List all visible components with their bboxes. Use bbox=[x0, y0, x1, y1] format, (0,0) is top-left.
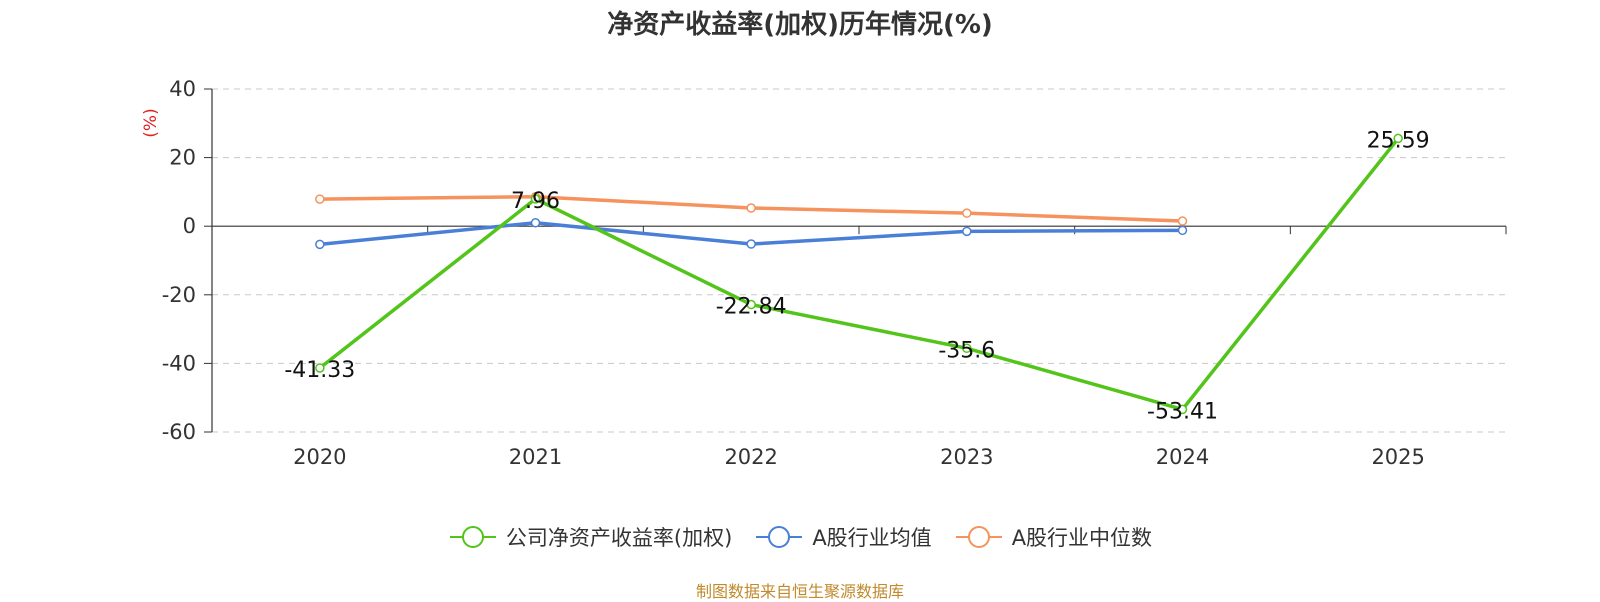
data-point bbox=[746, 203, 756, 213]
legend-swatch-icon bbox=[449, 526, 496, 548]
data-point bbox=[1177, 216, 1188, 226]
y-tick-label: 20 bbox=[169, 146, 196, 170]
legend-label: A股行业中位数 bbox=[1011, 526, 1153, 550]
data-point bbox=[1177, 225, 1188, 236]
data-label: 25.59 bbox=[1367, 128, 1430, 153]
y-tick-label: 40 bbox=[169, 77, 196, 101]
y-tick-label: -20 bbox=[162, 283, 196, 307]
legend-swatch-icon bbox=[955, 526, 1002, 548]
y-tick-label: 0 bbox=[183, 214, 196, 238]
legend-item[interactable]: 公司净资产收益率(加权) bbox=[448, 522, 732, 552]
x-tick-label: 2025 bbox=[1371, 445, 1424, 469]
y-tick-label: -40 bbox=[162, 351, 196, 375]
data-label: -22.84 bbox=[716, 295, 787, 320]
series-line bbox=[318, 137, 1400, 412]
legend-label: A股行业均值 bbox=[812, 526, 932, 550]
data-point bbox=[530, 218, 541, 228]
data-point bbox=[746, 299, 756, 310]
x-tick-label: 2020 bbox=[293, 445, 346, 469]
data-point bbox=[962, 343, 972, 354]
x-tick-label: 2023 bbox=[940, 445, 993, 469]
data-point bbox=[962, 226, 972, 237]
data-point bbox=[315, 239, 325, 250]
series-lines bbox=[315, 133, 1403, 415]
data-labels: -41.33 7.96 -22.84 -35.6 -53.41 25.59 bbox=[284, 128, 1429, 424]
y-axis-label: (%) bbox=[141, 108, 161, 137]
x-tick-label: 2021 bbox=[509, 445, 562, 469]
legend-swatch-icon bbox=[756, 526, 803, 548]
axes: 40 20 0 -20 -40 -60 2020 2021 2022 2023 2024 2025 bbox=[162, 77, 1507, 469]
data-label: -35.6 bbox=[938, 338, 995, 363]
legend-item[interactable]: A股行业均值 bbox=[754, 522, 932, 552]
data-point bbox=[1393, 133, 1403, 144]
chart-title: 净资产收益率(加权)历年情况(%) bbox=[607, 10, 993, 40]
data-label: -41.33 bbox=[284, 358, 355, 383]
data-point bbox=[315, 363, 325, 373]
grid-lines bbox=[212, 88, 1506, 433]
legend-item[interactable]: A股行业中位数 bbox=[954, 522, 1152, 552]
x-tick-label: 2022 bbox=[724, 445, 777, 469]
legend: 公司净资产收益率(加权) A股行业均值 A股行业中位数 bbox=[0, 522, 1600, 552]
data-point bbox=[746, 239, 756, 249]
y-tick-label: -60 bbox=[162, 420, 196, 444]
legend-label: 公司净资产收益率(加权) bbox=[505, 526, 733, 550]
data-point bbox=[962, 208, 972, 218]
data-label: -53.41 bbox=[1147, 399, 1218, 424]
data-point bbox=[315, 194, 325, 204]
data-point bbox=[530, 194, 541, 204]
x-tick-label: 2024 bbox=[1156, 445, 1209, 469]
source-note: 制图数据来自恒生聚源数据库 bbox=[695, 582, 904, 601]
data-point bbox=[1177, 404, 1188, 415]
data-label: 7.96 bbox=[511, 189, 560, 214]
